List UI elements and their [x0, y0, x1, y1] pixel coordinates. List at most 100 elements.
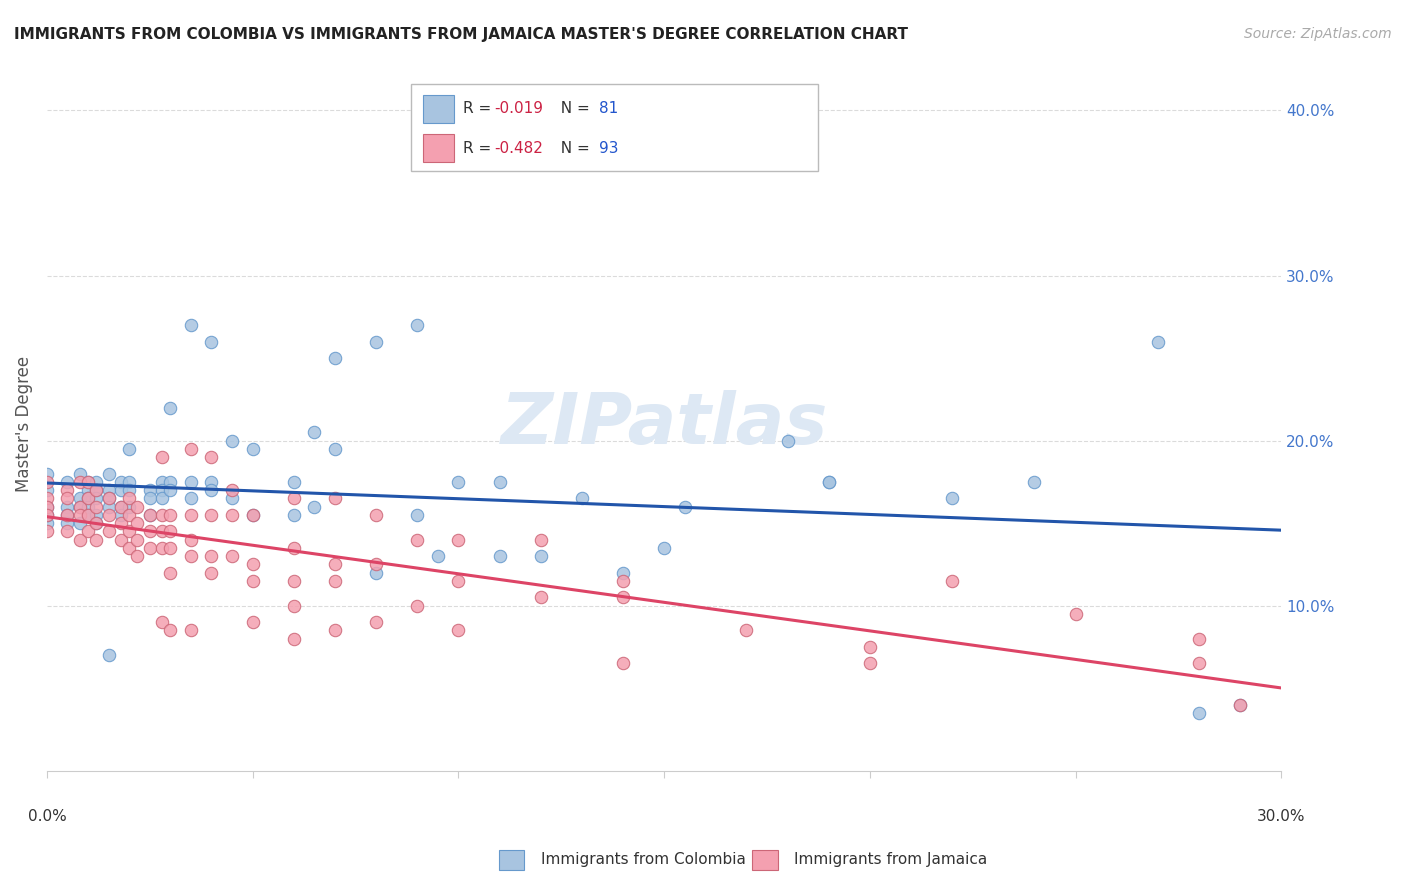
- Point: [941, 574, 963, 588]
- Point: [447, 533, 470, 547]
- Point: [56, 475, 79, 489]
- Point: [118, 524, 141, 539]
- Point: [139, 508, 162, 522]
- Point: [859, 657, 882, 671]
- Point: [110, 500, 132, 514]
- Point: [77, 491, 100, 506]
- Point: [180, 442, 202, 456]
- Text: N =: N =: [551, 101, 595, 116]
- Point: [35, 524, 58, 539]
- Point: [364, 566, 387, 580]
- Point: [180, 475, 202, 489]
- Point: [118, 483, 141, 497]
- Point: [97, 483, 120, 497]
- Point: [1188, 632, 1211, 646]
- Point: [304, 500, 326, 514]
- Point: [817, 475, 839, 489]
- Point: [77, 491, 100, 506]
- Text: R =: R =: [463, 141, 496, 155]
- Point: [776, 434, 799, 448]
- Point: [200, 450, 222, 464]
- Point: [97, 508, 120, 522]
- Point: [84, 533, 107, 547]
- Point: [1064, 607, 1087, 621]
- Point: [200, 566, 222, 580]
- Point: [447, 624, 470, 638]
- Point: [77, 475, 100, 489]
- Point: [673, 500, 696, 514]
- Point: [35, 467, 58, 481]
- Point: [127, 549, 149, 563]
- Point: [69, 533, 91, 547]
- Point: [406, 318, 429, 332]
- Point: [364, 334, 387, 349]
- Point: [859, 640, 882, 654]
- Text: Source: ZipAtlas.com: Source: ZipAtlas.com: [1244, 27, 1392, 41]
- Point: [323, 624, 346, 638]
- Point: [221, 491, 243, 506]
- Point: [118, 491, 141, 506]
- Text: -0.019: -0.019: [494, 101, 543, 116]
- Point: [84, 475, 107, 489]
- Point: [652, 541, 675, 555]
- Point: [150, 491, 173, 506]
- Point: [447, 475, 470, 489]
- Point: [817, 475, 839, 489]
- Point: [35, 491, 58, 506]
- Point: [364, 615, 387, 629]
- Point: [1147, 334, 1170, 349]
- Point: [118, 508, 141, 522]
- Point: [35, 500, 58, 514]
- Point: [530, 549, 553, 563]
- Point: [323, 558, 346, 572]
- Point: [150, 483, 173, 497]
- Point: [118, 475, 141, 489]
- Point: [242, 442, 264, 456]
- Point: [159, 508, 181, 522]
- Point: [84, 516, 107, 530]
- Point: [69, 475, 91, 489]
- Point: [97, 491, 120, 506]
- Point: [84, 516, 107, 530]
- Point: [139, 508, 162, 522]
- Point: [488, 549, 510, 563]
- Point: [221, 434, 243, 448]
- Point: [180, 491, 202, 506]
- Point: [84, 508, 107, 522]
- Point: [406, 508, 429, 522]
- Point: [110, 500, 132, 514]
- Point: [110, 533, 132, 547]
- Point: [77, 524, 100, 539]
- Point: [77, 508, 100, 522]
- Text: 30.0%: 30.0%: [1257, 809, 1306, 824]
- Point: [56, 500, 79, 514]
- Point: [323, 442, 346, 456]
- Point: [159, 475, 181, 489]
- Point: [139, 524, 162, 539]
- Point: [304, 425, 326, 440]
- Text: R =: R =: [463, 101, 496, 116]
- Point: [35, 508, 58, 522]
- Point: [612, 657, 634, 671]
- Text: N =: N =: [551, 141, 595, 155]
- Point: [200, 334, 222, 349]
- Text: 81: 81: [599, 101, 619, 116]
- Text: Immigrants from Jamaica: Immigrants from Jamaica: [794, 853, 987, 867]
- Point: [150, 508, 173, 522]
- Point: [159, 541, 181, 555]
- Text: -0.482: -0.482: [494, 141, 543, 155]
- Point: [242, 508, 264, 522]
- Text: Immigrants from Colombia: Immigrants from Colombia: [541, 853, 747, 867]
- Point: [110, 516, 132, 530]
- Point: [118, 500, 141, 514]
- Point: [221, 549, 243, 563]
- Point: [242, 615, 264, 629]
- Point: [364, 558, 387, 572]
- Point: [180, 624, 202, 638]
- Point: [242, 558, 264, 572]
- Point: [612, 574, 634, 588]
- Point: [56, 516, 79, 530]
- Point: [97, 467, 120, 481]
- Point: [110, 483, 132, 497]
- Point: [323, 574, 346, 588]
